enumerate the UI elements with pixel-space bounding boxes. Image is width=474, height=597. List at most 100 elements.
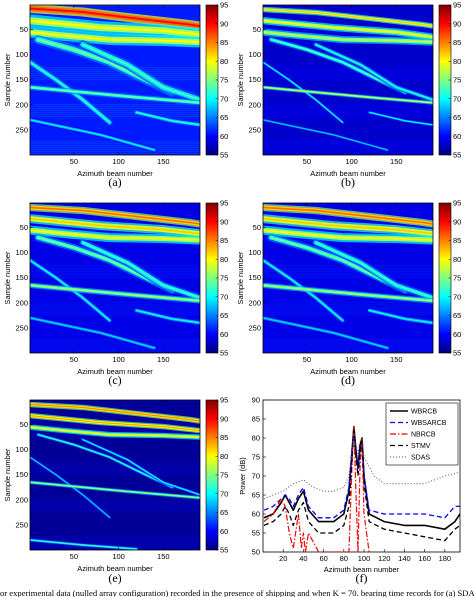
heatmap-texture (30, 277, 200, 279)
x-tick-label: 100 (112, 355, 125, 364)
heatmap-texture (263, 349, 433, 351)
x-tick-label: 100 (345, 355, 358, 364)
heatmap-texture (30, 75, 200, 77)
line-panel: 20 40 60 80 100 120 140 160 180 50 55 60 65 70 75 80 85 9… (238, 396, 461, 585)
heatmap-texture (30, 499, 200, 501)
heatmap-texture (263, 143, 433, 145)
heatmap-texture (30, 114, 200, 116)
x-tick-label: 80 (340, 554, 348, 563)
heatmap-texture (30, 149, 200, 151)
heatmap-texture (263, 79, 433, 81)
colorbar-tick-label: 65 (453, 113, 461, 122)
heatmap-texture (263, 345, 433, 347)
track-core (30, 86, 200, 104)
heatmap-texture (30, 544, 200, 546)
heatmap-texture (30, 71, 200, 73)
track-core (263, 284, 433, 302)
colorbar-tick-label: 60 (453, 132, 461, 141)
heatmap-texture (30, 79, 200, 81)
colorbar-tick-label: 95 (453, 199, 461, 208)
heatmap-texture (30, 540, 200, 542)
heatmap-texture (30, 511, 200, 513)
y-tick-label: 250 (15, 125, 28, 134)
y-axis-label: Sample number (236, 53, 245, 106)
colorbar-tick-label: 90 (220, 217, 228, 226)
x-tick-label: 50 (70, 355, 78, 364)
heatmap-texture (30, 5, 200, 7)
heatmap-texture (263, 75, 433, 77)
heatmap-texture (30, 310, 200, 312)
heatmap-texture (30, 306, 200, 308)
heatmap-texture (263, 271, 433, 273)
track-core (315, 241, 433, 299)
y-tick-label: 200 (15, 495, 28, 504)
heatmap-texture (30, 308, 200, 310)
heatmap-texture (30, 147, 200, 149)
heatmap-texture (263, 269, 433, 271)
y-tick-label: 50 (253, 223, 261, 232)
track-core (30, 317, 155, 349)
heatmap-texture (263, 267, 433, 269)
heatmap-texture (30, 116, 200, 118)
track-core (30, 284, 200, 302)
heatmap-texture (30, 472, 200, 474)
colorbar-tick-label: 75 (220, 76, 228, 85)
heatmap-texture (263, 314, 433, 316)
track-core (30, 119, 155, 151)
heatmap-texture (30, 302, 200, 304)
x-tick-label: 50 (303, 157, 311, 166)
panel-label: (f) (356, 571, 368, 585)
colorbar-tick-label: 65 (220, 508, 228, 517)
track-core (263, 31, 433, 43)
heatmap-texture (30, 106, 200, 108)
heatmap-texture (263, 302, 433, 304)
track-core (263, 317, 388, 349)
y-tick-label: 50 (20, 420, 28, 429)
heatmap-texture (263, 343, 433, 345)
legend-label: SDAS (411, 455, 430, 462)
heatmap-panel-4: 50 100 150 50 100 150 200 250 Azimuth beam numbe… (3, 396, 228, 586)
y-tick-label: 70 (252, 472, 260, 481)
heatmap-texture (30, 104, 200, 106)
heatmap-texture (30, 271, 200, 273)
colorbar-tick-label: 75 (220, 471, 228, 480)
track-core (263, 229, 433, 241)
track-core (263, 19, 433, 38)
heatmap-texture (30, 341, 200, 343)
colorbar-tick-label: 60 (220, 527, 228, 536)
y-tick-label: 250 (248, 125, 261, 134)
colorbar-tick-label: 95 (220, 1, 228, 10)
panel-label: (d) (341, 373, 355, 387)
colorbar-tick-label: 65 (453, 311, 461, 320)
colorbar-tick-label: 95 (220, 199, 228, 208)
colorbar-tick-label: 90 (453, 19, 461, 28)
colorbar-tick-label: 85 (220, 236, 228, 245)
heatmap-texture (263, 232, 433, 234)
heatmap-texture (263, 5, 433, 7)
heatmap-texture (263, 110, 433, 112)
heatmap-texture (263, 149, 433, 151)
heatmap-texture (263, 304, 433, 306)
heatmap-texture (263, 34, 433, 36)
y-tick-label: 90 (252, 396, 260, 405)
track-core (263, 119, 388, 151)
y-tick-label: 50 (252, 548, 260, 557)
y-tick-label: 75 (252, 453, 260, 462)
colorbar-tick-label: 55 (220, 151, 228, 160)
heatmap-texture (30, 108, 200, 110)
heatmap-texture (30, 501, 200, 503)
colorbar-tick-label: 80 (220, 452, 228, 461)
track-core (368, 309, 433, 324)
x-tick-label: 50 (303, 355, 311, 364)
y-tick-label: 150 (15, 273, 28, 282)
track-core (369, 111, 433, 126)
y-tick-label: 50 (253, 25, 261, 34)
heatmap-texture (263, 71, 433, 73)
y-tick-label: 200 (248, 100, 261, 109)
heatmap-texture (30, 203, 200, 205)
y-tick-label: 150 (248, 75, 261, 84)
heatmap-texture (30, 474, 200, 476)
x-tick-label: 40 (299, 554, 307, 563)
x-tick-label: 150 (157, 552, 170, 561)
heatmap-texture (30, 466, 200, 468)
